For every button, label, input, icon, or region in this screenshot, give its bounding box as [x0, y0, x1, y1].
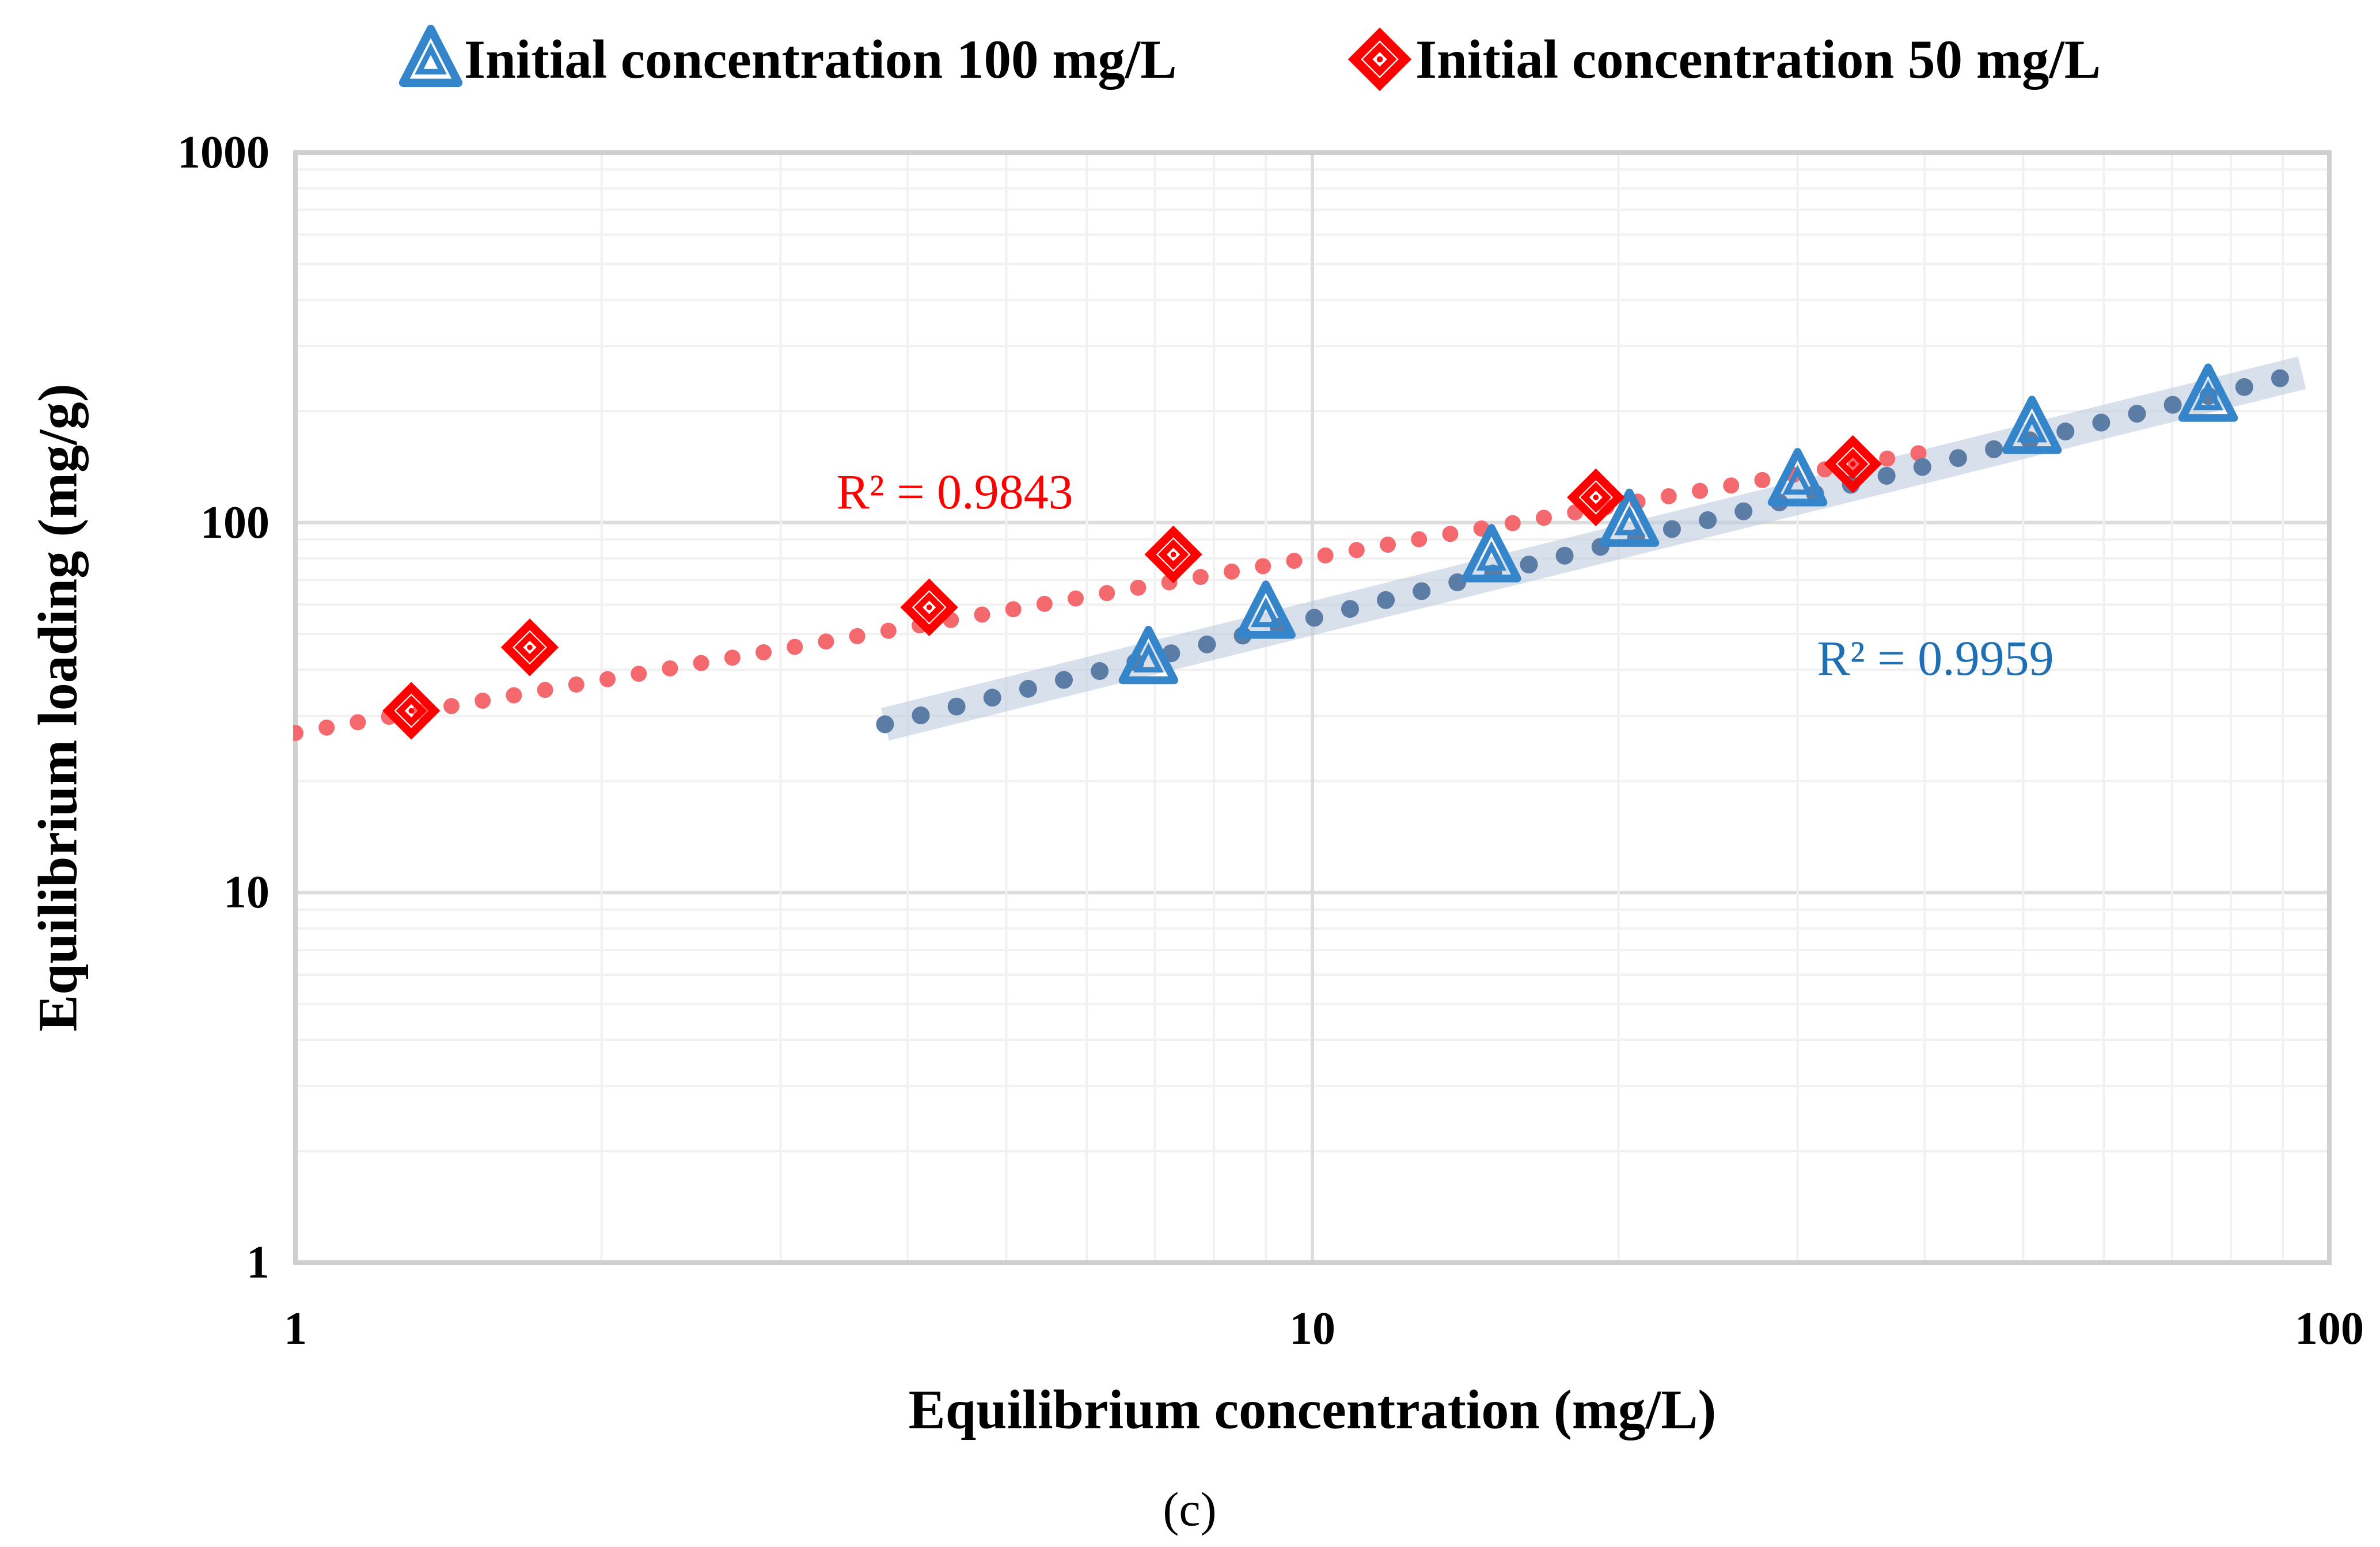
legend-marker-diamond-icon[interactable] [1347, 27, 1412, 92]
data-point-diamond-50mgL[interactable] [1567, 468, 1625, 527]
data-points [382, 363, 2238, 740]
legend-label-100mgL[interactable]: Initial concentration 100 mg/L [464, 29, 1177, 90]
data-point-diamond-50mgL[interactable] [382, 682, 441, 740]
data-point-triangle-100mgL[interactable] [1767, 448, 1828, 507]
y-tick-1000: 1000 [177, 127, 269, 178]
trendline-dotted-50mgL [293, 444, 1933, 742]
y-axis-ticks: 1 10 100 1000 [177, 127, 269, 1288]
plot-border [293, 150, 2332, 1265]
y-axis-title: Equilibrium loading (mg/g) [27, 383, 89, 1032]
gridlines [295, 153, 2329, 1263]
y-tick-10: 10 [223, 867, 269, 918]
trendlines [293, 356, 2311, 742]
data-point-diamond-50mgL[interactable] [1144, 525, 1202, 584]
diamond-icon[interactable] [1347, 27, 1412, 92]
data-point-diamond-50mgL[interactable] [900, 578, 958, 637]
data-point-diamond-50mgL[interactable] [500, 618, 559, 676]
chart-legend: Initial concentration 100 mg/L Initial c… [398, 25, 2101, 92]
subfigure-caption: (c) [1163, 1483, 1216, 1537]
r-squared-label-blue: R² = 0.9959 [1817, 630, 2053, 686]
legend-label-50mgL[interactable]: Initial concentration 50 mg/L [1415, 29, 2101, 90]
data-point-triangle-100mgL[interactable] [1236, 580, 1296, 639]
x-tick-100: 100 [2295, 1303, 2364, 1354]
x-axis-title: Equilibrium concentration (mg/L) [909, 1379, 1717, 1440]
legend-marker-triangle-icon[interactable] [398, 25, 463, 87]
data-point-triangle-100mgL[interactable] [1462, 524, 1521, 583]
data-point-triangle-100mgL[interactable] [1599, 488, 1660, 547]
data-point-triangle-100mgL[interactable] [1118, 625, 1179, 685]
r-squared-label-red: R² = 0.9843 [836, 464, 1073, 519]
x-tick-10: 10 [1289, 1303, 1335, 1354]
trendline-dotted-100mgL [876, 363, 2311, 733]
x-axis-ticks: 1 10 100 [284, 1303, 2364, 1354]
triangle-icon[interactable] [398, 25, 463, 87]
y-tick-100: 100 [200, 497, 269, 548]
data-point-triangle-100mgL[interactable] [2178, 363, 2238, 422]
y-tick-1: 1 [246, 1237, 269, 1288]
x-tick-1: 1 [284, 1303, 307, 1354]
data-point-triangle-100mgL[interactable] [2002, 396, 2062, 454]
data-point-diamond-50mgL[interactable] [1824, 435, 1882, 493]
